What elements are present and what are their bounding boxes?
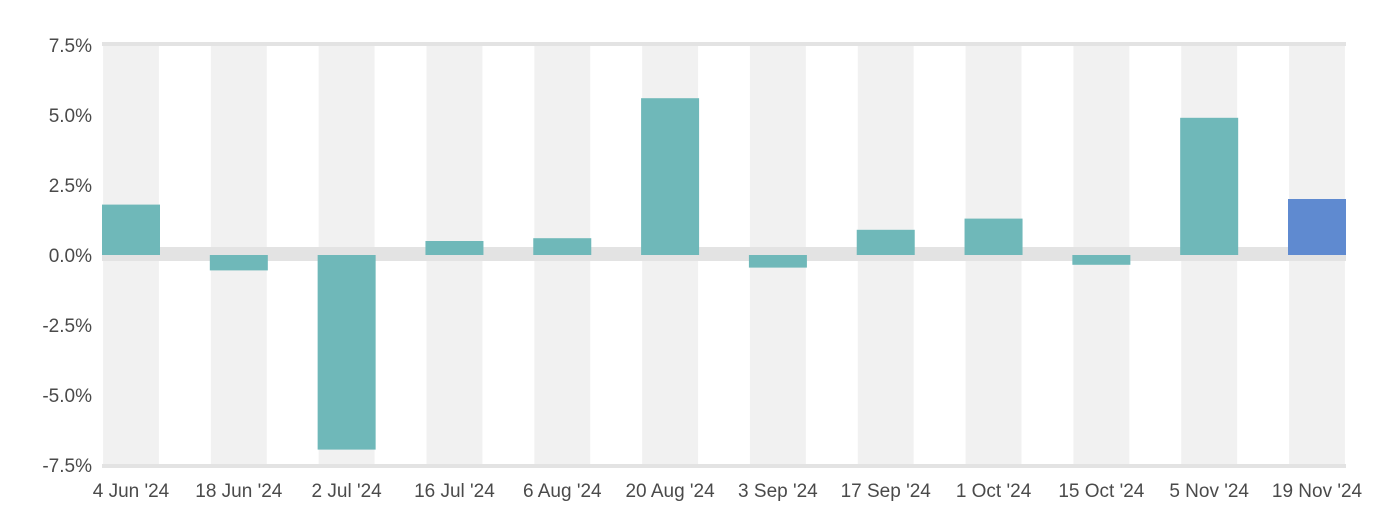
bar-3-sep-24 [748, 255, 807, 268]
bar-17-sep-24 [856, 229, 915, 255]
zero-line [102, 247, 1346, 261]
y-axis-lines [102, 42, 1346, 468]
y-tick-label: 2.5% [49, 176, 92, 197]
bar-1-oct-24 [964, 218, 1023, 255]
bar-20-aug-24 [641, 98, 700, 255]
x-tick-label: 19 Nov '24 [1272, 481, 1363, 502]
x-tick-label: 2 Jul '24 [312, 481, 383, 502]
x-tick-label: 20 Aug '24 [625, 481, 715, 502]
bar-19-nov-24 [1288, 199, 1346, 255]
bottom-axis-line [102, 464, 1346, 468]
x-tick-label: 1 Oct '24 [956, 481, 1032, 502]
bar-15-oct-24 [1072, 255, 1131, 265]
x-tick-label: 6 Aug '24 [523, 481, 602, 502]
bar-4-jun-24 [102, 204, 160, 255]
y-tick-label: -5.0% [42, 386, 92, 407]
y-tick-label: -2.5% [42, 316, 92, 337]
bar-5-nov-24 [1180, 117, 1239, 255]
bar-6-aug-24 [533, 238, 592, 255]
x-tick-label: 3 Sep '24 [738, 481, 818, 502]
x-tick-label: 16 Jul '24 [414, 481, 495, 502]
y-tick-label: 0.0% [49, 246, 92, 267]
bar-16-jul-24 [425, 241, 484, 255]
top-axis-line [102, 42, 1346, 46]
x-tick-label: 15 Oct '24 [1058, 481, 1144, 502]
y-tick-label: 7.5% [49, 36, 92, 57]
x-tick-label: 4 Jun '24 [93, 481, 170, 502]
y-tick-label: -7.5% [42, 456, 92, 477]
x-tick-label: 5 Nov '24 [1169, 481, 1249, 502]
x-tick-label: 18 Jun '24 [195, 481, 283, 502]
x-tick-label: 17 Sep '24 [841, 481, 932, 502]
y-tick-label: 5.0% [49, 106, 92, 127]
bar-2-jul-24 [317, 255, 376, 450]
bars [102, 98, 1346, 450]
bar-18-jun-24 [209, 255, 268, 271]
x-tick-labels: 4 Jun '24 18 Jun '24 2 Jul '24 16 Jul '24 6 … [93, 481, 1363, 502]
y-tick-labels: 7.5% 5.0% 2.5% 0.0% -2.5% -5.0% -7.5% [42, 36, 92, 477]
